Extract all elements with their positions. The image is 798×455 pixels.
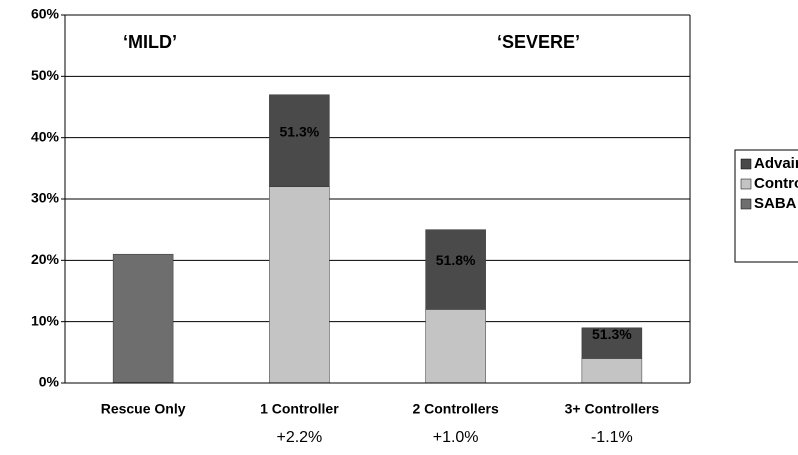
change-label: -1.1% <box>591 429 633 446</box>
change-label: +2.2% <box>276 429 322 446</box>
y-tick-label: 50% <box>31 67 60 83</box>
y-tick-label: 40% <box>31 128 60 144</box>
bar-label: 51.3% <box>592 326 632 342</box>
bar-segment <box>581 327 643 359</box>
legend-label: Controller <box>754 175 798 192</box>
y-tick-label: 20% <box>31 251 60 267</box>
y-tick-label: 30% <box>31 190 60 206</box>
legend-label: SABA <box>754 195 797 212</box>
x-tick-label: Rescue Only <box>101 401 186 417</box>
x-tick-label: 2 Controllers <box>412 401 499 417</box>
bar-segment <box>112 253 174 384</box>
annotation: ‘SEVERE’ <box>497 32 580 52</box>
bar-segment <box>425 309 486 384</box>
bar-segment <box>269 186 330 384</box>
legend-swatch <box>740 198 752 210</box>
legend-swatch <box>740 158 752 170</box>
annotation: ‘MILD’ <box>123 32 177 52</box>
legend-swatch <box>740 178 752 190</box>
y-tick-label: 10% <box>31 312 60 328</box>
x-tick-label: 3+ Controllers <box>565 401 660 417</box>
x-tick-label: 1 Controller <box>260 401 339 417</box>
bar-segment <box>425 229 486 310</box>
y-tick-label: 0% <box>39 374 60 390</box>
bar-label: 51.3% <box>280 123 320 139</box>
bar-segment <box>581 358 643 384</box>
bar-segment <box>269 94 330 187</box>
legend-label: Advair <box>754 155 798 172</box>
y-tick-label: 60% <box>31 6 60 22</box>
bar-label: 51.8% <box>436 252 476 268</box>
change-label: +1.0% <box>433 429 479 446</box>
